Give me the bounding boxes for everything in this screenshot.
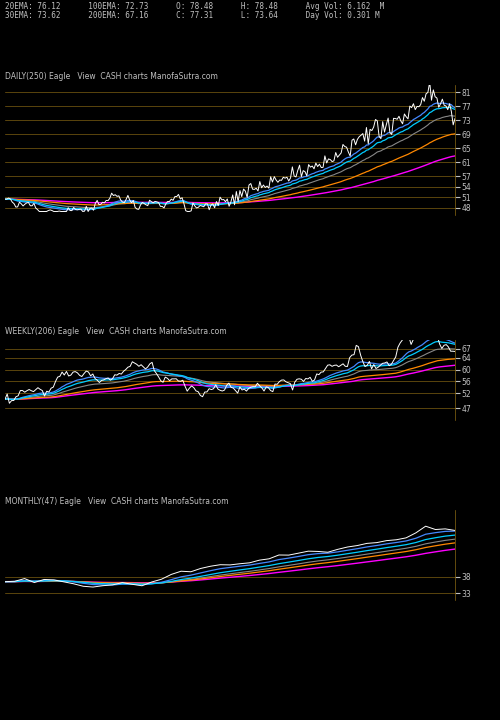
Text: MONTHLY(47) Eagle   View  CASH charts ManofaSutra.com: MONTHLY(47) Eagle View CASH charts Manof… (5, 498, 228, 506)
Text: 20EMA: 76.12      100EMA: 72.73      O: 78.48      H: 78.48      Avg Vol: 6.162 : 20EMA: 76.12 100EMA: 72.73 O: 78.48 H: 7… (5, 2, 384, 11)
Text: DAILY(250) Eagle   View  CASH charts ManofaSutra.com: DAILY(250) Eagle View CASH charts Manofa… (5, 73, 218, 81)
Text: WEEKLY(206) Eagle   View  CASH charts ManofaSutra.com: WEEKLY(206) Eagle View CASH charts Manof… (5, 328, 226, 336)
Text: 30EMA: 73.62      200EMA: 67.16      C: 77.31      L: 73.64      Day Vol: 0.301 : 30EMA: 73.62 200EMA: 67.16 C: 77.31 L: 7… (5, 11, 380, 19)
